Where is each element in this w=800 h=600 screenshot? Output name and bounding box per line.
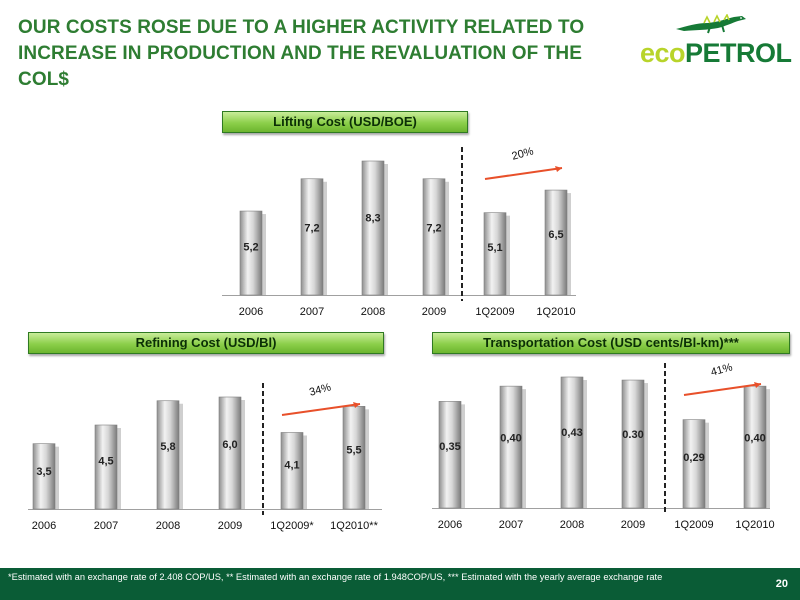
value-label: 0,29 — [683, 452, 704, 464]
logo-text-petrol: PETROL — [685, 38, 792, 68]
x-tick-label: 1Q2009 — [475, 306, 514, 318]
growth-arrow-head — [754, 382, 761, 388]
value-label: 5,8 — [160, 441, 175, 453]
page-title: OUR COSTS ROSE DUE TO A HIGHER ACTIVITY … — [18, 17, 585, 90]
bar-2007 — [300, 178, 324, 296]
growth-arrow — [484, 167, 563, 180]
chart-svg: 3,5 2006 4,5 2007 5,8 2008 6,0 2009 4,1 1Q2009* 5,… — [28, 381, 382, 532]
bar-2009 — [218, 396, 242, 510]
value-label: 0.30 — [622, 429, 643, 441]
growth-label: 20% — [511, 145, 536, 162]
x-tick-label: 1Q2009* — [270, 520, 314, 532]
x-tick-label: 1Q2010 — [536, 306, 575, 318]
x-tick-label: 2008 — [560, 519, 584, 531]
bar-1Q2010 — [544, 189, 568, 296]
value-label: 0,43 — [561, 427, 582, 439]
value-label: 7,2 — [304, 223, 319, 235]
bar-2006 — [32, 443, 56, 510]
growth-label: 34% — [308, 381, 333, 398]
logo-wordmark: ecoPETROL — [640, 38, 792, 69]
transportation-cost-header: Transportation Cost (USD cents/Bl-km)*** — [432, 332, 790, 354]
value-label: 4,1 — [284, 460, 299, 472]
x-tick-label: 2008 — [361, 306, 385, 318]
bar-1Q2009 — [682, 419, 706, 509]
x-tick-label: 2006 — [32, 520, 56, 532]
lifting-cost-header: Lifting Cost (USD/BOE) — [222, 111, 468, 133]
growth-arrow-head — [555, 166, 562, 172]
iguana-icon — [676, 14, 746, 34]
value-label: 8,3 — [365, 212, 380, 224]
bar-2006 — [239, 210, 263, 296]
refining-cost-chart: 3,5 2006 4,5 2007 5,8 2008 6,0 2009 4,1 1Q2009* 5,… — [28, 356, 400, 551]
x-tick-label: 2007 — [499, 519, 523, 531]
chart-svg: 5,2 2006 7,2 2007 8,3 2008 7,2 2009 5,1 1Q2009 6,5… — [222, 145, 576, 318]
bar-2009 — [422, 178, 446, 296]
logo-text-eco: eco — [640, 38, 686, 68]
bar-2009 — [621, 379, 645, 509]
bar-1Q2010** — [342, 406, 366, 510]
bar-2008 — [361, 160, 385, 296]
x-tick-label: 2007 — [300, 306, 324, 318]
value-label: 0,40 — [500, 432, 521, 444]
value-label: 4,5 — [98, 455, 113, 467]
x-tick-label: 2008 — [156, 520, 180, 532]
value-label: 6,0 — [222, 439, 237, 451]
bar-2007 — [94, 424, 118, 510]
value-label: 5,5 — [346, 444, 361, 456]
growth-label: 41% — [710, 361, 735, 378]
refining-cost-header: Refining Cost (USD/Bl) — [28, 332, 384, 354]
value-label: 0,35 — [439, 441, 460, 453]
x-tick-label: 2009 — [422, 306, 446, 318]
x-tick-label: 1Q2009 — [674, 519, 713, 531]
x-tick-label: 2009 — [621, 519, 645, 531]
lifting-cost-chart: 5,2 2006 7,2 2007 8,3 2008 7,2 2009 5,1 1Q2009 6,5… — [222, 135, 594, 330]
bar-1Q2009* — [280, 432, 304, 510]
footnote: *Estimated with an exchange rate of 2.40… — [8, 572, 663, 582]
x-tick-label: 2007 — [94, 520, 118, 532]
bar-1Q2009 — [483, 212, 507, 296]
ecopetrol-logo: ecoPETROL — [638, 14, 792, 68]
bar-2007 — [499, 385, 523, 509]
bar-1Q2010 — [743, 385, 767, 509]
value-label: 5,1 — [487, 242, 502, 254]
bar-2006 — [438, 401, 462, 509]
bar-2008 — [560, 376, 584, 509]
value-label: 6,5 — [548, 229, 563, 241]
chart-svg: 0,35 2006 0,40 2007 0,43 2008 0.30 2009 0,29 1Q20… — [432, 361, 775, 531]
growth-arrow — [281, 403, 361, 416]
transportation-cost-chart: 0,35 2006 0,40 2007 0,43 2008 0.30 2009 0,29 1Q20… — [432, 356, 788, 551]
value-label: 7,2 — [426, 223, 441, 235]
value-label: 0,40 — [744, 432, 765, 444]
x-tick-label: 1Q2010 — [735, 519, 774, 531]
x-tick-label: 2009 — [218, 520, 242, 532]
value-label: 3,5 — [36, 466, 51, 478]
growth-arrow — [683, 383, 762, 396]
growth-arrow-head — [353, 402, 360, 408]
value-label: 5,2 — [243, 241, 258, 253]
bar-2008 — [156, 400, 180, 510]
x-tick-label: 2006 — [239, 306, 263, 318]
x-tick-label: 2006 — [438, 519, 462, 531]
footer-bar: *Estimated with an exchange rate of 2.40… — [0, 568, 800, 600]
x-tick-label: 1Q2010** — [330, 520, 378, 532]
page-number: 20 — [775, 578, 788, 590]
